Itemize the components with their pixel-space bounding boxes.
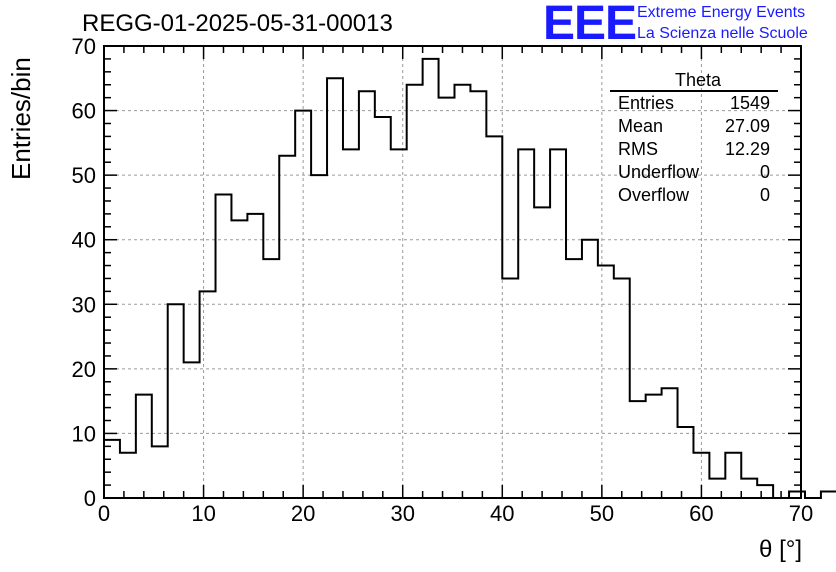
y-tick-label: 70 xyxy=(72,34,96,59)
stats-value: 1549 xyxy=(729,93,770,113)
stats-value: 12.29 xyxy=(724,139,770,159)
stats-label: Entries xyxy=(618,93,675,113)
histogram-series xyxy=(103,57,836,499)
chart-title: REGG-01-2025-05-31-00013 xyxy=(82,10,393,37)
x-axis-label: θ [°] xyxy=(759,536,802,563)
stats-label: Mean xyxy=(618,116,664,136)
stats-value: 0 xyxy=(759,185,770,205)
y-tick-label: 40 xyxy=(72,228,96,253)
x-tick-label: 70 xyxy=(789,501,813,526)
stats-row: Underflow 0 xyxy=(610,161,778,184)
y-axis-label: Entries/bin xyxy=(6,57,36,180)
y-tick-label: 10 xyxy=(72,421,96,446)
stats-box: Theta Entries 1549 Mean 27.09 RMS 12.29 Underf… xyxy=(610,70,778,207)
y-tick-label: 30 xyxy=(72,292,96,317)
stats-row: Entries 1549 xyxy=(610,92,778,115)
x-tick-label: 0 xyxy=(98,501,110,526)
y-tick-label: 50 xyxy=(72,163,96,188)
stats-label: RMS xyxy=(618,139,658,159)
stats-value: 0 xyxy=(759,162,770,182)
x-tick-label: 40 xyxy=(490,501,514,526)
stats-row: Mean 27.09 xyxy=(610,115,778,138)
stats-value: 27.09 xyxy=(724,116,770,136)
logo-line-1: Extreme Energy Events xyxy=(637,4,806,21)
eee-logo: EEE xyxy=(543,0,637,50)
x-tick-label: 10 xyxy=(191,501,215,526)
stats-row: Overflow 0 xyxy=(610,184,778,207)
x-tick-label: 50 xyxy=(590,501,614,526)
stats-label: Overflow xyxy=(618,185,690,205)
y-tick-label: 60 xyxy=(72,99,96,124)
logo-line-2: La Scienza nelle Scuole xyxy=(637,25,808,42)
x-tick-label: 60 xyxy=(689,501,713,526)
y-tick-label: 0 xyxy=(84,486,96,511)
x-tick-label: 20 xyxy=(291,501,315,526)
x-tick-label: 30 xyxy=(390,501,414,526)
stats-row: RMS 12.29 xyxy=(610,138,778,161)
stats-title: Theta xyxy=(610,70,778,92)
plot-frame xyxy=(103,45,802,499)
y-tick-label: 20 xyxy=(72,357,96,382)
stats-label: Underflow xyxy=(618,162,700,182)
